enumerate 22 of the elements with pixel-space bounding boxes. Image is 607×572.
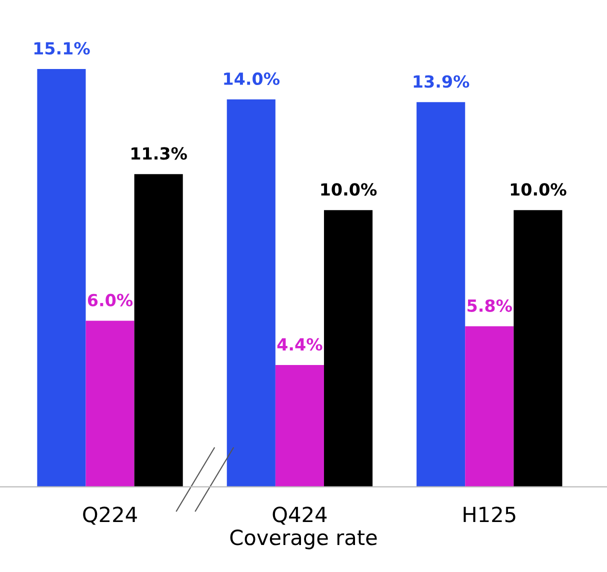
bar bbox=[324, 210, 373, 487]
x-tick-label: Q424 bbox=[272, 506, 327, 525]
bar bbox=[226, 99, 276, 487]
bar bbox=[416, 102, 466, 487]
data-label: 5.8% bbox=[468, 299, 512, 312]
data-label: 15.1% bbox=[34, 42, 90, 55]
bar bbox=[275, 365, 324, 487]
data-label: 10.0% bbox=[510, 183, 566, 196]
bar bbox=[134, 174, 183, 487]
data-label: 4.4% bbox=[277, 338, 322, 351]
data-label: 13.9% bbox=[414, 75, 470, 88]
x-tick-label: Q224 bbox=[83, 506, 137, 525]
x-axis-title: Coverage rate bbox=[230, 530, 377, 550]
bar bbox=[37, 68, 86, 487]
data-label: 6.0% bbox=[88, 294, 133, 306]
data-label: 10.0% bbox=[321, 183, 377, 196]
data-label: 14.0% bbox=[224, 72, 280, 86]
x-tick-label: H125 bbox=[464, 506, 516, 522]
data-label: 11.3% bbox=[132, 147, 187, 160]
bar bbox=[86, 320, 134, 487]
bar bbox=[514, 210, 562, 487]
bar bbox=[465, 326, 514, 487]
